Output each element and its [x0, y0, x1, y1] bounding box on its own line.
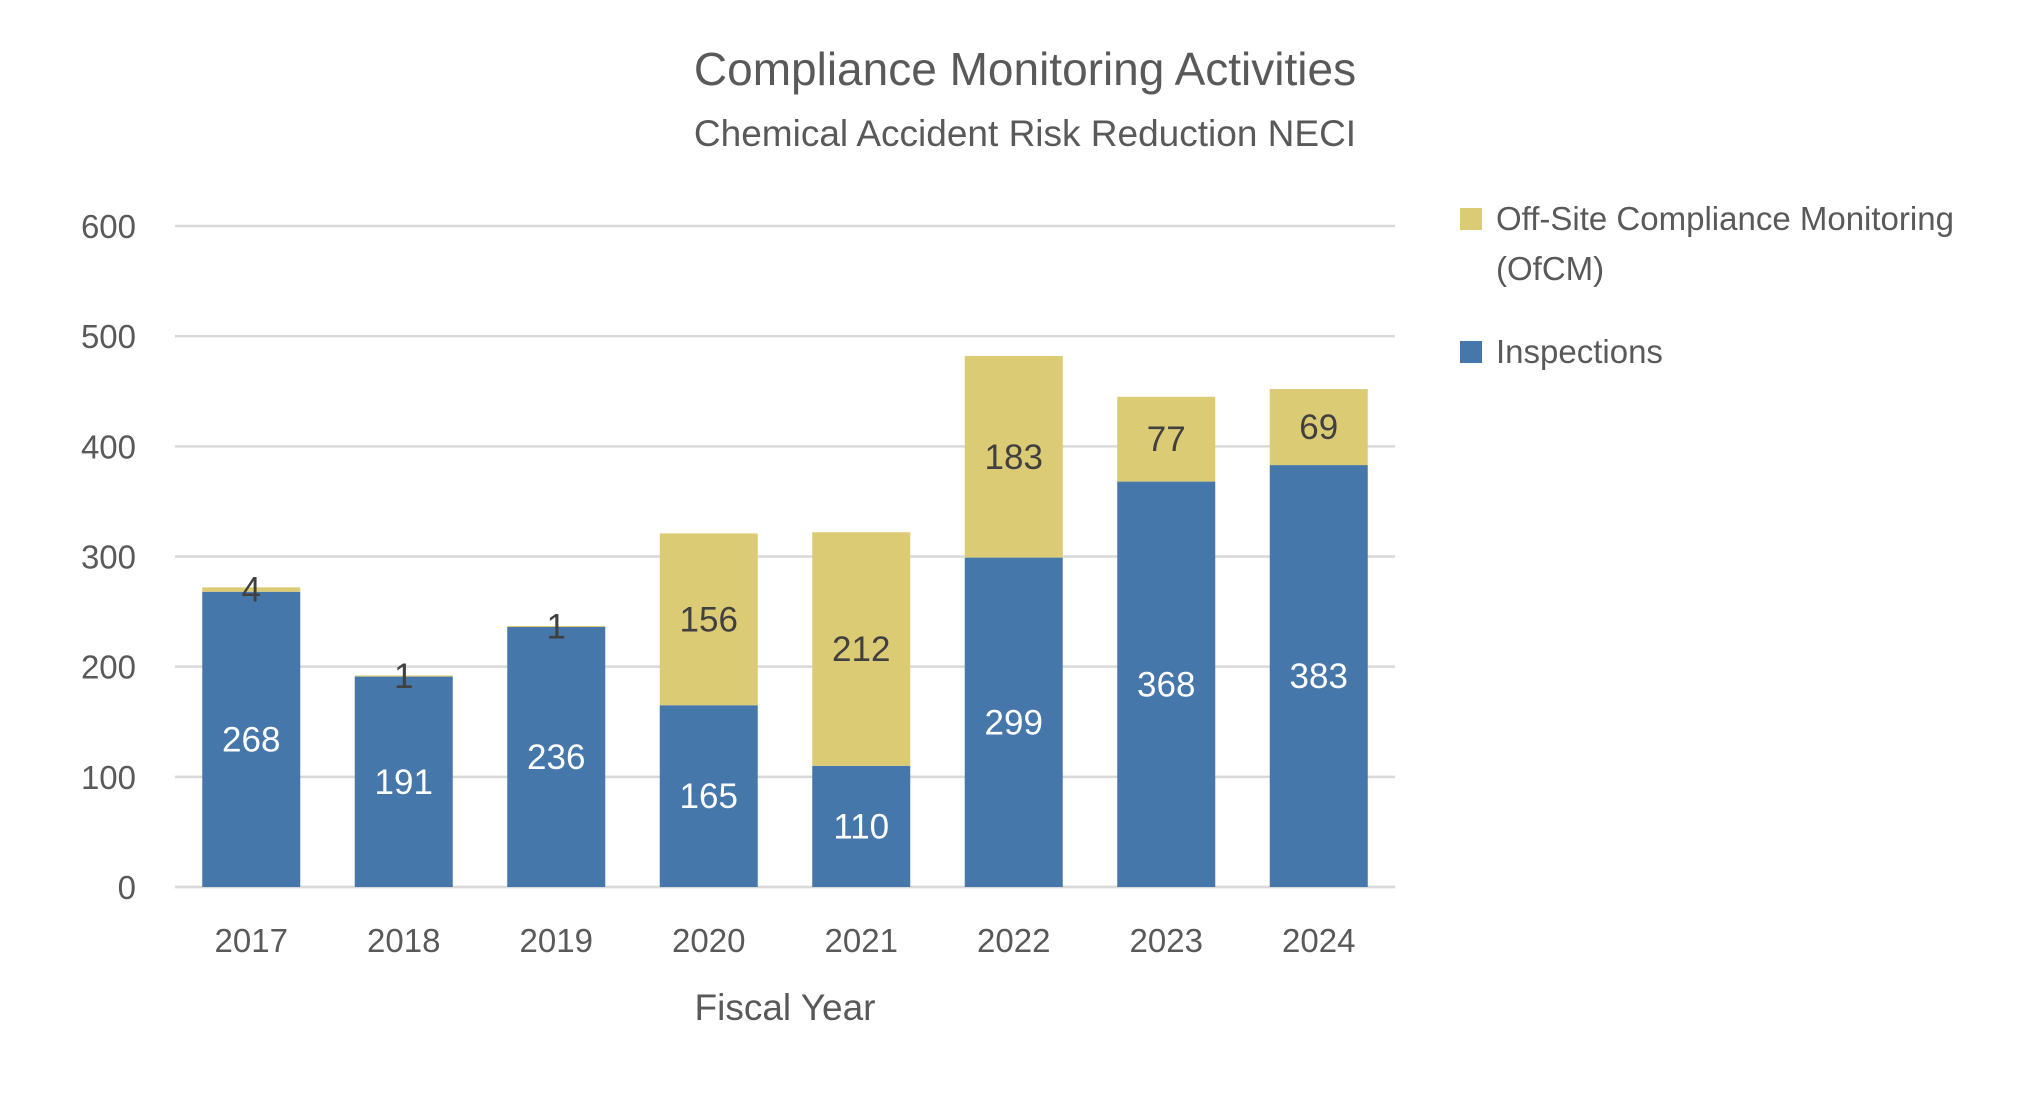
x-tick-label: 2022	[977, 922, 1050, 959]
data-label: 236	[527, 738, 585, 777]
bar-ofcm	[659, 533, 758, 706]
legend-swatch	[1460, 208, 1482, 230]
data-label: 77	[1147, 420, 1186, 459]
x-tick-label: 2017	[215, 922, 288, 959]
bar-inspections	[354, 676, 453, 887]
bar-ofcm	[1117, 396, 1216, 482]
data-label: 110	[833, 807, 889, 846]
x-axis-label: Fiscal Year	[695, 987, 876, 1028]
x-axis-ticks: 2017 2018 2019 2020 2021 2022 2023 2024	[215, 922, 1356, 959]
bar-inspections	[964, 557, 1063, 887]
data-label: 156	[680, 600, 738, 639]
x-tick-label: 2023	[1130, 922, 1203, 959]
bar-ofcm	[202, 587, 301, 592]
data-label: 368	[1137, 665, 1195, 704]
bar-ofcm	[964, 355, 1063, 558]
legend-label: Off-Site Compliance Monitoring	[1496, 200, 1954, 237]
y-tick-label: 300	[81, 539, 136, 576]
data-label: 212	[832, 630, 890, 669]
x-tick-label: 2018	[367, 922, 440, 959]
y-tick-label: 600	[81, 208, 136, 245]
x-tick-label: 2024	[1282, 922, 1355, 959]
bar-inspections	[507, 627, 606, 887]
chart-title: Compliance Monitoring Activities	[694, 43, 1356, 95]
chart-subtitle: Chemical Accident Risk Reduction NECI	[694, 113, 1356, 154]
data-label: 165	[680, 777, 738, 816]
legend-swatch	[1460, 341, 1482, 363]
data-label: 183	[985, 438, 1043, 477]
y-tick-label: 0	[118, 869, 136, 906]
y-axis-ticks: 0 100 200 300 400 500 600	[81, 208, 136, 906]
bars: 268 4 191 1 236 1 165 156 110 212 299 183 368 77 383 69	[202, 355, 1368, 887]
data-label: 268	[222, 720, 280, 759]
bar-inspections	[812, 765, 911, 887]
bar-ofcm	[354, 675, 453, 677]
data-label: 1	[547, 607, 566, 646]
data-label: 299	[985, 703, 1043, 742]
data-label: 4	[242, 571, 261, 610]
bar-ofcm	[1269, 389, 1368, 466]
x-tick-label: 2019	[520, 922, 593, 959]
y-tick-label: 400	[81, 428, 136, 465]
legend: Off-Site Compliance Monitoring (OfCM) Insp…	[1460, 200, 1954, 370]
x-tick-label: 2021	[825, 922, 898, 959]
y-tick-label: 200	[81, 649, 136, 686]
legend-label: Inspections	[1496, 333, 1663, 370]
bar-inspections	[1117, 481, 1216, 887]
data-label: 1	[394, 657, 413, 696]
x-tick-label: 2020	[672, 922, 745, 959]
bar-inspections	[659, 705, 758, 887]
bar-ofcm	[812, 532, 911, 766]
legend-label: (OfCM)	[1496, 250, 1604, 287]
data-label: 191	[375, 763, 433, 802]
y-tick-label: 100	[81, 759, 136, 796]
data-label: 69	[1299, 408, 1338, 447]
bar-ofcm	[507, 625, 606, 628]
data-label: 383	[1290, 657, 1348, 696]
bar-inspections	[1269, 465, 1368, 887]
bar-inspections	[202, 591, 301, 887]
y-tick-label: 500	[81, 318, 136, 355]
